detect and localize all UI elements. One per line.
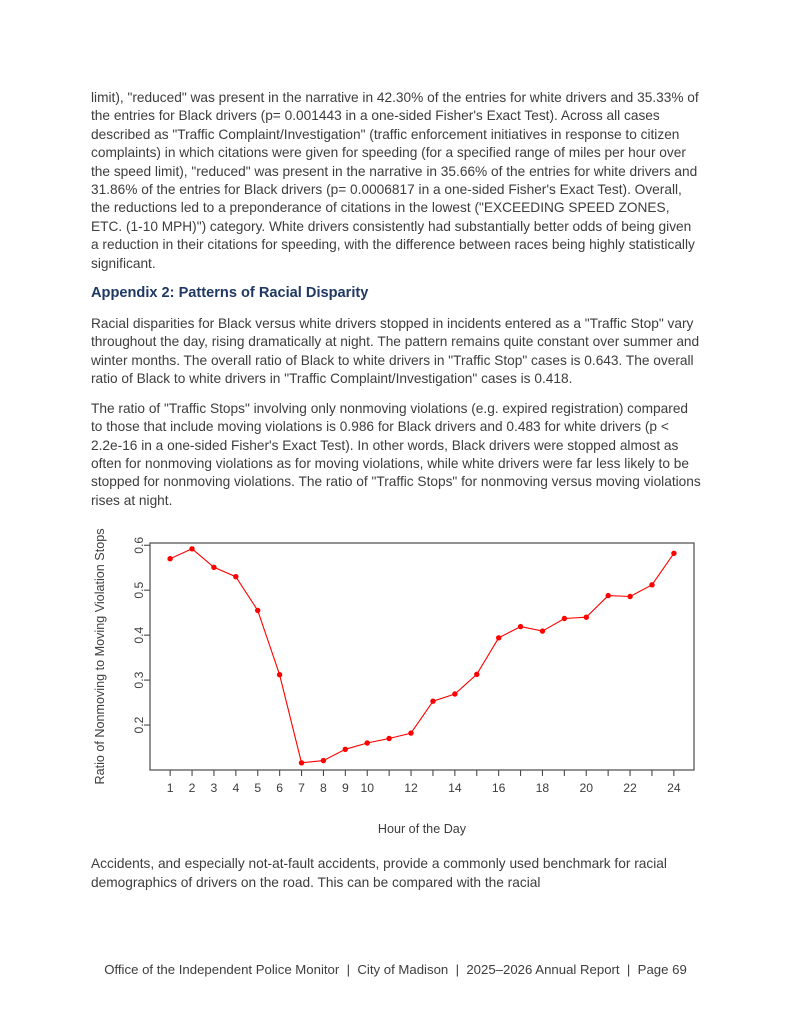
y-tick-label: 0.3	[132, 672, 146, 689]
data-point	[211, 564, 217, 571]
page-footer: Office of the Independent Police Monitor…	[104, 962, 687, 977]
x-tick-label: 4	[232, 781, 239, 795]
data-point	[408, 730, 414, 736]
paragraph-nonmoving-ratio: The ratio of "Traffic Stops" involving o…	[91, 400, 701, 508]
ratio-by-hour-figure: 1 2 3 4 5 6 7 8 9 10 12 14 16 18 20 22 24 0.2 0.3 0.4 0.5 0.6…	[93, 528, 709, 845]
data-point	[233, 574, 239, 580]
plot-box	[149, 542, 695, 771]
data-point	[342, 746, 348, 753]
paragraph-racial-disparities: Racial disparities for Black versus whit…	[91, 316, 700, 387]
data-point	[539, 628, 546, 634]
data-point	[627, 593, 633, 600]
heading-appendix-2: Appendix 2: Patterns of Racial Disparity	[91, 285, 369, 302]
x-tick-label: 2	[189, 781, 196, 795]
x-tick-label: 1	[167, 781, 174, 795]
data-point	[474, 671, 480, 678]
data-point	[496, 635, 502, 641]
data-point	[255, 607, 261, 614]
x-tick-label: 12	[404, 781, 418, 795]
page-content: limit), "reduced" was present in the nar…	[91, 90, 709, 890]
x-tick-label: 5	[254, 781, 261, 795]
data-point	[276, 672, 283, 678]
y-axis: 0.2 0.3 0.4 0.5 0.6	[132, 537, 150, 734]
chart-svg: 1 2 3 4 5 6 7 8 9 10 12 14 16 18 20 22 240.20.30.40.50.6…	[93, 529, 695, 836]
x-tick-label: 3	[211, 781, 218, 795]
x-tick-label: 24	[667, 781, 681, 795]
data-point	[189, 546, 195, 552]
paragraph-accidents-benchmark: Accidents, and especially not-at-fault a…	[91, 856, 667, 890]
x-tick-label: 7	[298, 781, 305, 795]
x-tick-label: 9	[342, 781, 349, 795]
y-tick-label: 0.2	[132, 716, 146, 733]
data-point	[386, 735, 392, 742]
data-point	[583, 614, 589, 621]
paragraph-speeding-reductions: limit), "reduced" was present in the nar…	[91, 90, 699, 271]
x-tick-label: 14	[448, 781, 462, 795]
data-point	[605, 593, 611, 599]
y-tick-label: 0.6	[132, 537, 146, 554]
data-points	[167, 546, 677, 766]
data-point	[671, 550, 677, 557]
x-tick-label: 20	[579, 781, 593, 795]
x-axis-label: Hour of the Day	[378, 822, 467, 836]
x-tick-label: 10	[360, 781, 374, 795]
y-tick-label: 0.4	[132, 627, 146, 644]
data-point	[649, 582, 655, 588]
data-line	[169, 548, 675, 764]
x-tick-label: 8	[320, 781, 327, 795]
x-tick-label: 22	[623, 781, 637, 795]
x-tick-label: 18	[536, 781, 550, 795]
data-point	[364, 740, 370, 746]
x-axis: 1 2 3 4 5 6 7 8 9 10 12 14 16 18 20 22 24	[167, 770, 681, 795]
y-axis-label: Ratio of Nonmoving to Moving Violation S…	[93, 529, 107, 785]
data-point	[430, 698, 436, 705]
data-point	[452, 691, 458, 697]
x-tick-label: 6	[276, 781, 283, 795]
data-point	[517, 624, 524, 630]
data-point	[298, 760, 305, 766]
data-point	[167, 556, 173, 562]
data-point	[561, 615, 568, 622]
x-tick-label: 16	[492, 781, 506, 795]
data-point	[320, 758, 327, 764]
y-tick-label: 0.5	[132, 582, 146, 599]
